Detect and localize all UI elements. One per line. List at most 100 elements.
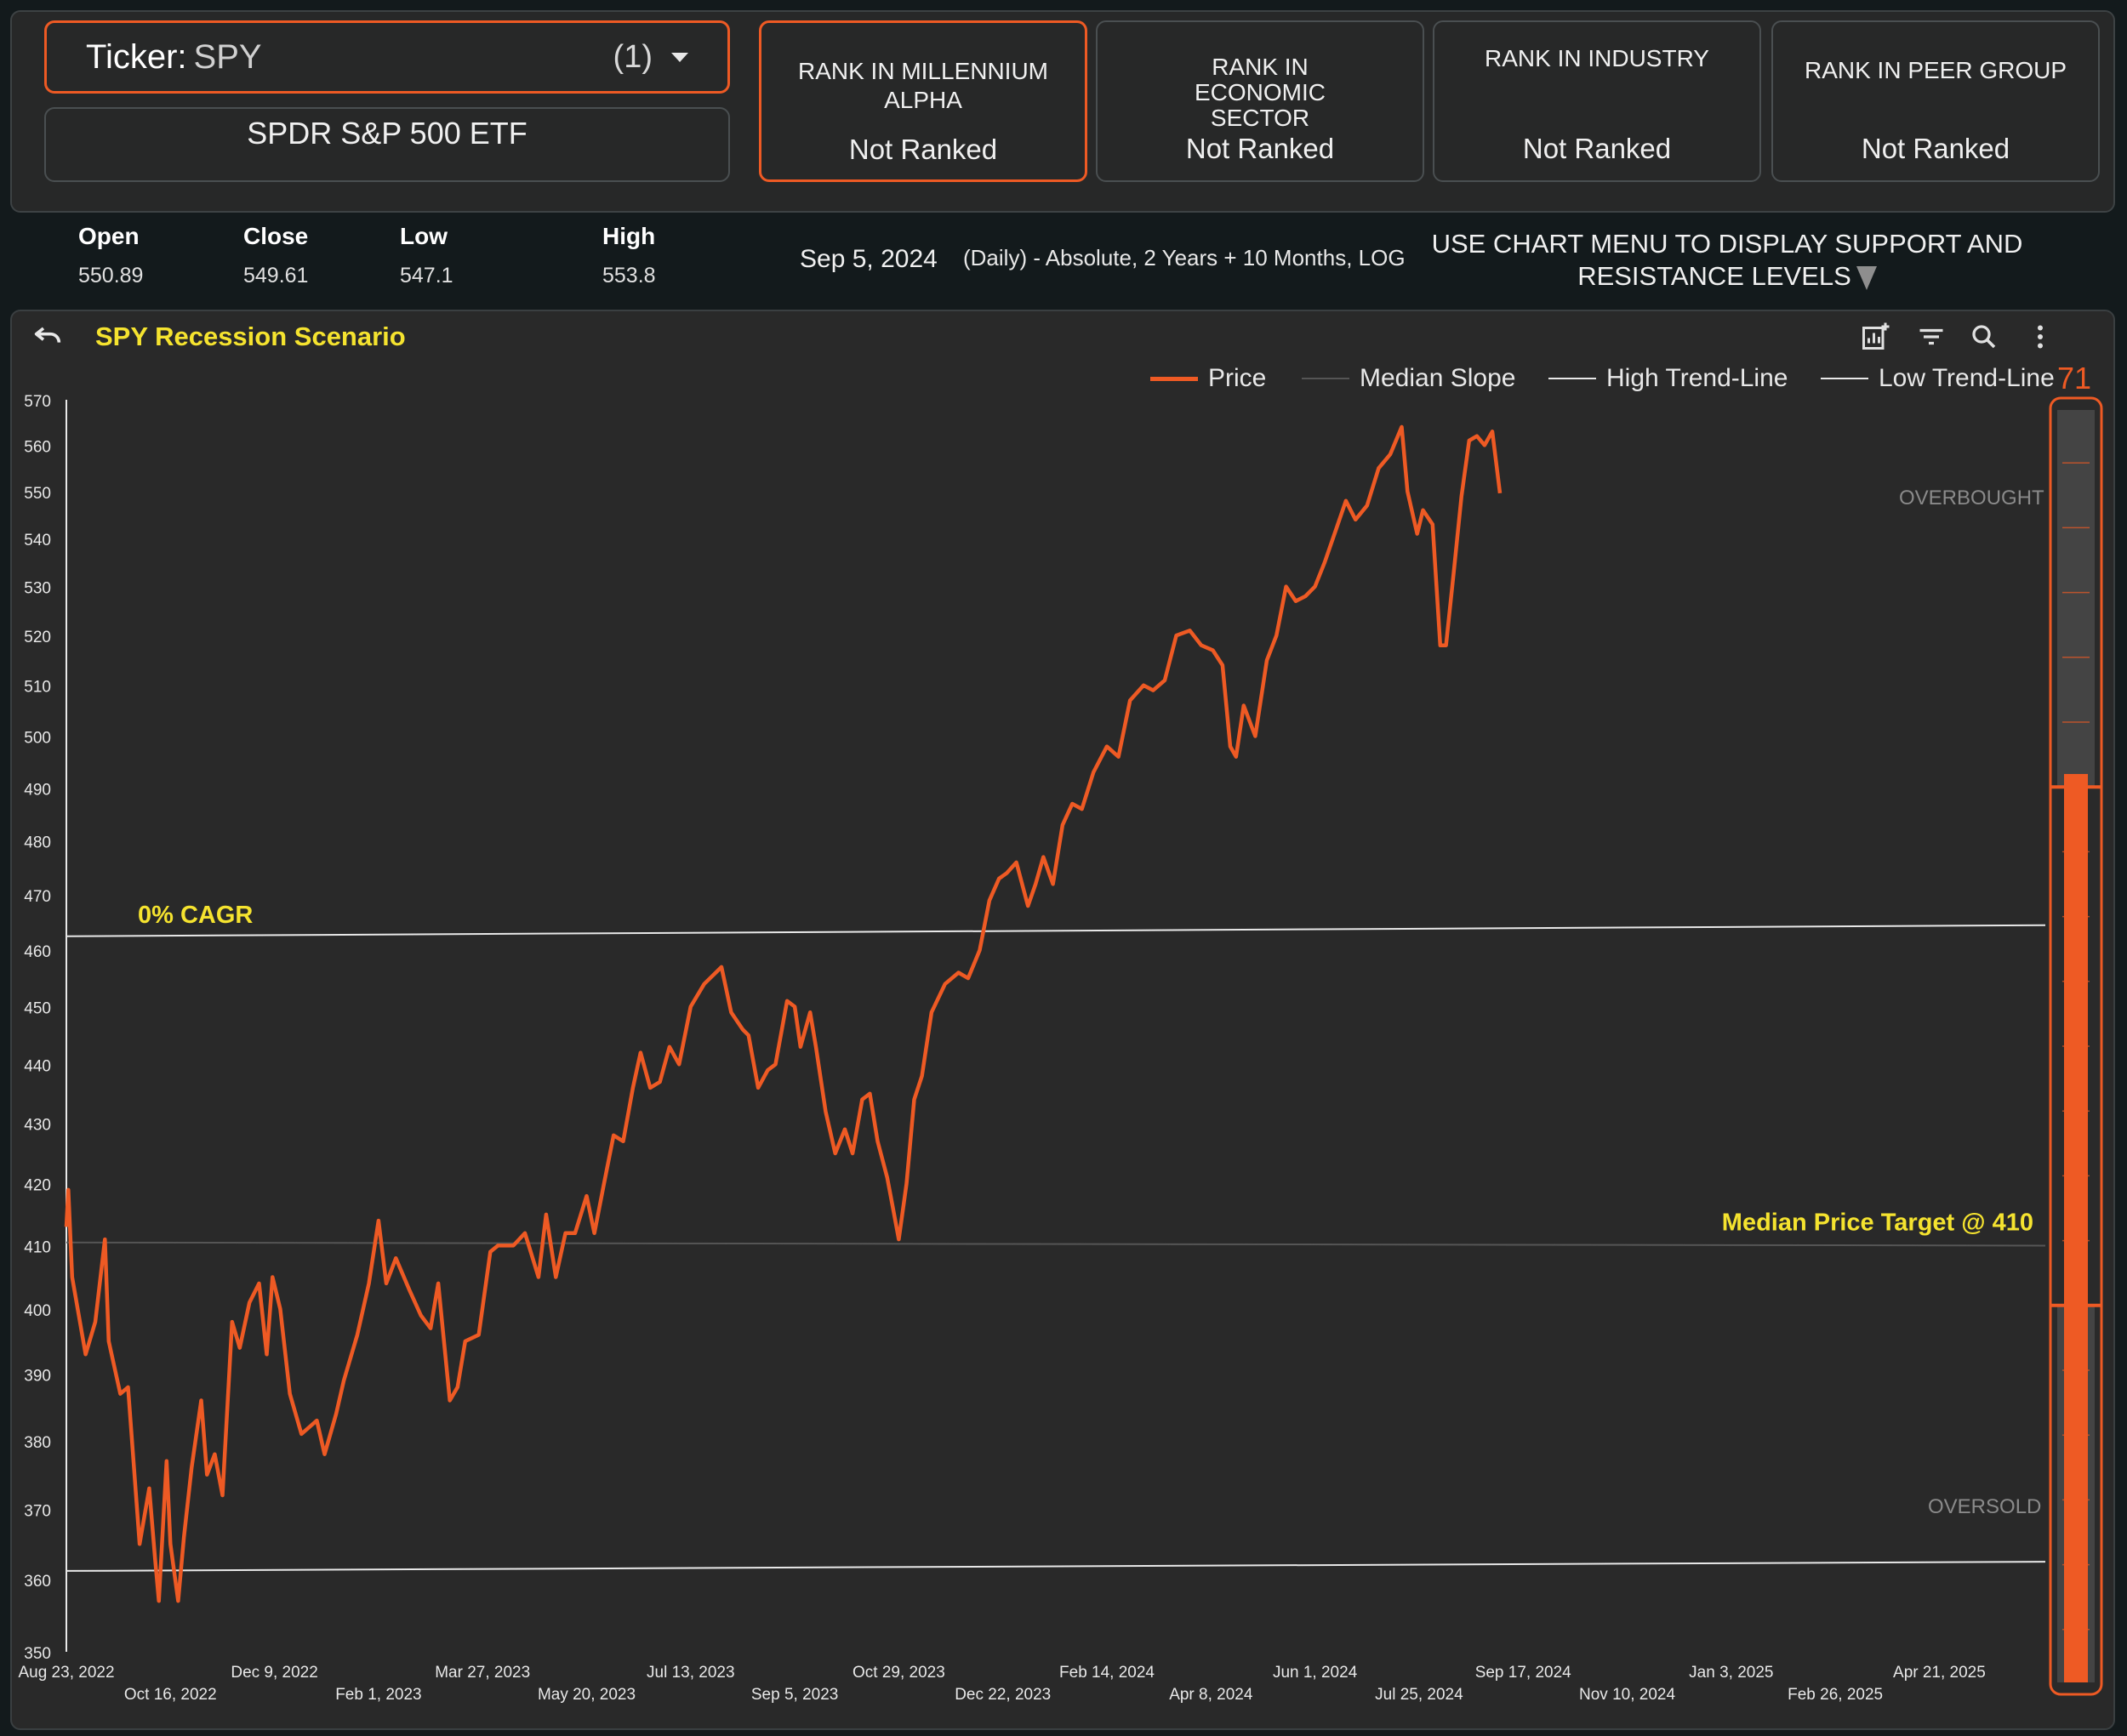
x-tick-label: Sep 5, 2023 bbox=[751, 1686, 838, 1704]
rank-value: Not Ranked bbox=[1185, 133, 1335, 164]
oversold-label: OVERSOLD bbox=[1928, 1495, 2042, 1518]
stat-open-value: 550.89 bbox=[78, 264, 144, 287]
y-tick-label: 490 bbox=[24, 781, 51, 799]
x-tick-label: Oct 29, 2023 bbox=[853, 1664, 945, 1682]
x-tick-label: Dec 9, 2022 bbox=[231, 1664, 317, 1682]
ticker-value: SPY bbox=[193, 37, 262, 76]
overbought-label: OVERBOUGHT bbox=[1899, 487, 2044, 509]
y-tick-label: 460 bbox=[24, 943, 51, 961]
stat-open-label: Open bbox=[78, 223, 140, 249]
legend-swatch-high-trend-line bbox=[1548, 378, 1596, 379]
low-trend-line bbox=[66, 1561, 2046, 1572]
rank-card-economic-sector[interactable]: RANK IN ECONOMIC SECTOR Not Ranked bbox=[1096, 20, 1424, 182]
y-tick-label: 520 bbox=[24, 629, 51, 646]
caret-down-icon[interactable] bbox=[671, 52, 688, 62]
stat-low: Low 547.1 bbox=[400, 223, 453, 288]
x-tick-label: Jul 25, 2024 bbox=[1375, 1686, 1463, 1704]
indicator-value: 71 bbox=[2057, 361, 2092, 396]
x-tick-label: Jun 1, 2024 bbox=[1273, 1664, 1358, 1682]
legend-item-median-slope[interactable]: Median Slope bbox=[1302, 364, 1515, 393]
x-tick-label: Mar 27, 2023 bbox=[435, 1664, 530, 1682]
stat-low-value: 547.1 bbox=[400, 264, 453, 287]
x-tick-label: Feb 26, 2025 bbox=[1788, 1686, 1883, 1704]
legend-item-high-trend-line[interactable]: High Trend-Line bbox=[1548, 364, 1788, 393]
y-tick-label: 450 bbox=[24, 999, 51, 1017]
overbought-zone bbox=[2057, 410, 2095, 788]
x-tick-label: Jan 3, 2025 bbox=[1689, 1664, 1773, 1682]
ticker-count: (1) bbox=[613, 38, 653, 75]
chart-panel bbox=[10, 310, 2115, 1730]
rank-value: Not Ranked bbox=[848, 134, 998, 165]
rank-value: Not Ranked bbox=[1522, 133, 1672, 164]
indicator-bar bbox=[2064, 773, 2088, 1683]
legend-item-price[interactable]: Price bbox=[1150, 364, 1266, 393]
stat-close-label: Close bbox=[243, 223, 309, 249]
median-slope-line bbox=[66, 1241, 2046, 1247]
x-tick-label: Oct 16, 2022 bbox=[124, 1686, 217, 1704]
legend-item-low-trend-line[interactable]: Low Trend-Line bbox=[1821, 364, 2055, 393]
rank-card-millennium-alpha[interactable]: RANK IN MILLENNIUM ALPHA Not Ranked bbox=[759, 20, 1087, 182]
x-tick-label: Jul 13, 2023 bbox=[647, 1664, 735, 1682]
y-tick-label: 560 bbox=[24, 438, 51, 456]
chart-date: Sep 5, 2024 bbox=[800, 245, 938, 273]
rank-title: RANK IN ECONOMIC SECTOR bbox=[1195, 54, 1326, 131]
y-tick-label: 500 bbox=[24, 729, 51, 747]
y-tick-label: 440 bbox=[24, 1057, 51, 1075]
stat-high-label: High bbox=[602, 223, 656, 249]
y-tick-label: 570 bbox=[24, 393, 51, 411]
x-tick-label: Aug 23, 2022 bbox=[18, 1664, 114, 1682]
rank-card-industry[interactable]: RANK IN INDUSTRY Not Ranked bbox=[1433, 20, 1761, 182]
legend-swatch-price bbox=[1150, 376, 1198, 381]
high-trend-line bbox=[66, 924, 2046, 937]
annotation-median-target: Median Price Target @ 410 bbox=[1722, 1209, 2033, 1236]
add-chart-icon[interactable] bbox=[1860, 322, 1890, 352]
y-tick-label: 540 bbox=[24, 532, 51, 549]
ticker-label: Ticker: bbox=[86, 37, 187, 76]
stat-low-label: Low bbox=[400, 223, 448, 249]
y-tick-label: 550 bbox=[24, 485, 51, 503]
zoom-icon[interactable] bbox=[1969, 322, 1999, 352]
y-tick-label: 400 bbox=[24, 1302, 51, 1320]
stat-open: Open 550.89 bbox=[78, 223, 143, 288]
ticker-selector[interactable]: Ticker: SPY (1) bbox=[44, 20, 730, 94]
header-panel bbox=[10, 10, 2115, 213]
stat-high-value: 553.8 bbox=[602, 264, 656, 287]
y-tick-label: 390 bbox=[24, 1367, 51, 1385]
chart-description: (Daily) - Absolute, 2 Years + 10 Months,… bbox=[963, 245, 1406, 270]
rank-title: RANK IN INDUSTRY bbox=[1485, 45, 1709, 71]
more-vert-icon[interactable] bbox=[2025, 322, 2056, 352]
chart-title: SPY Recession Scenario bbox=[95, 322, 406, 351]
x-tick-label: Dec 22, 2023 bbox=[955, 1686, 1051, 1704]
legend-label-high-trend-line: High Trend-Line bbox=[1606, 364, 1788, 392]
stat-high: High 553.8 bbox=[602, 223, 656, 288]
x-tick-label: Feb 1, 2023 bbox=[335, 1686, 421, 1704]
x-tick-label: Apr 21, 2025 bbox=[1893, 1664, 1986, 1682]
undo-icon[interactable] bbox=[31, 320, 65, 354]
y-tick-label: 480 bbox=[24, 834, 51, 852]
y-tick-label: 370 bbox=[24, 1502, 51, 1520]
rank-title: RANK IN MILLENNIUM ALPHA bbox=[797, 58, 1049, 113]
legend-label-median-slope: Median Slope bbox=[1360, 364, 1516, 392]
x-tick-label: Sep 17, 2024 bbox=[1475, 1664, 1571, 1682]
legend-label-price: Price bbox=[1208, 364, 1267, 392]
annotation-cagr: 0% CAGR bbox=[138, 902, 253, 929]
x-tick-label: Apr 8, 2024 bbox=[1169, 1686, 1253, 1704]
y-tick-label: 430 bbox=[24, 1117, 51, 1135]
stat-close-value: 549.61 bbox=[243, 264, 309, 287]
x-tick-label: Feb 14, 2024 bbox=[1059, 1664, 1155, 1682]
y-tick-label: 410 bbox=[24, 1238, 51, 1256]
legend-swatch-median-slope bbox=[1302, 378, 1349, 379]
filter-icon[interactable] bbox=[1916, 322, 1947, 352]
y-tick-label: 360 bbox=[24, 1573, 51, 1591]
y-tick-label: 380 bbox=[24, 1434, 51, 1452]
legend-label-low-trend-line: Low Trend-Line bbox=[1879, 364, 2055, 392]
triangle-down-icon bbox=[1856, 266, 1877, 290]
chart-menu-hint-text: USE CHART MENU TO DISPLAY SUPPORT AND RE… bbox=[1431, 229, 2023, 291]
y-tick-label: 350 bbox=[24, 1645, 51, 1663]
y-tick-label: 420 bbox=[24, 1177, 51, 1195]
y-tick-label: 510 bbox=[24, 679, 51, 697]
stat-close: Close 549.61 bbox=[243, 223, 308, 288]
rank-card-peer-group[interactable]: RANK IN PEER GROUP Not Ranked bbox=[1771, 20, 2100, 182]
x-tick-label: May 20, 2023 bbox=[538, 1686, 636, 1704]
